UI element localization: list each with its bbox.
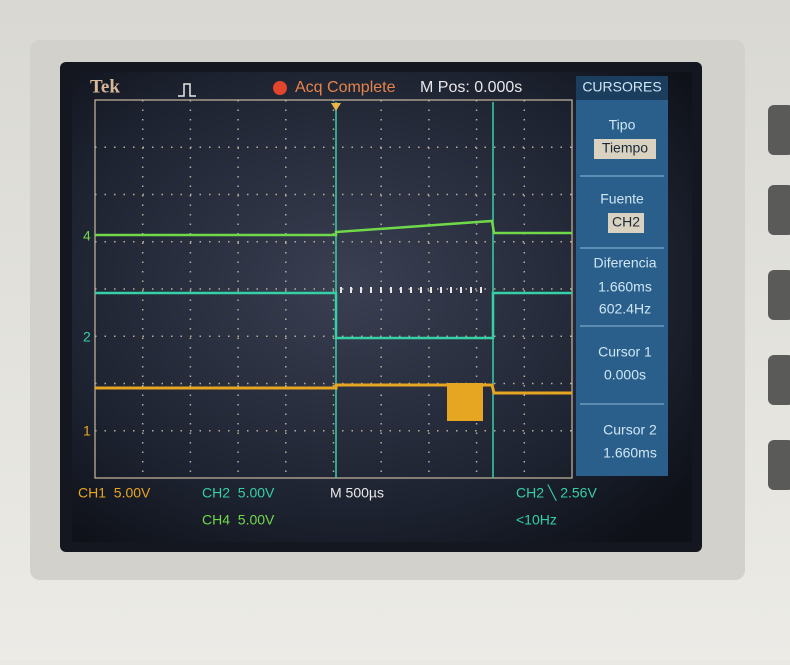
ch1-scale: CH1 5.00V (78, 485, 151, 501)
menu-value: 602.4Hz (599, 301, 651, 317)
menu-value: CH2 (612, 214, 640, 230)
channel-marker: 4 (83, 228, 91, 244)
menu-label: Cursor 2 (603, 422, 657, 438)
menu-label: Fuente (600, 191, 644, 207)
channel-marker: 2 (83, 329, 91, 345)
trigger-level: CH2 ╲ 2.56V (516, 485, 597, 502)
brand: Tek (90, 76, 120, 97)
menu-value: 1.660ms (603, 445, 657, 461)
run-indicator (273, 81, 287, 95)
ch2-scale: CH2 5.00V (202, 485, 275, 501)
timebase: M 500µs (330, 485, 384, 501)
menu-title: CURSORES (582, 79, 661, 95)
menu-button[interactable] (768, 105, 790, 155)
menu-button[interactable] (768, 440, 790, 490)
ch1-burst (447, 383, 483, 421)
menu-label: Diferencia (593, 255, 656, 271)
ch4-scale: CH4 5.00V (202, 512, 275, 528)
horizontal-position: M Pos: 0.000s (420, 79, 522, 96)
menu-value: Tiempo (602, 140, 648, 156)
channel-marker: 1 (83, 423, 91, 439)
menu-button[interactable] (768, 185, 790, 235)
menu-label: Tipo (609, 117, 636, 133)
trigger-frequency: <10Hz (516, 512, 557, 528)
menu-label: Cursor 1 (598, 344, 652, 360)
cursor-menu: CURSORES Tipo Tiempo Fuente CH2 Diferenc… (576, 76, 668, 476)
acquisition-status: Acq Complete (295, 79, 396, 96)
menu-button[interactable] (768, 270, 790, 320)
page: Tek Acq Complete M Pos: 0.000s 4 2 1 CUR… (0, 0, 790, 660)
menu-panel (576, 76, 668, 476)
oscilloscope-photo: Tek Acq Complete M Pos: 0.000s 4 2 1 CUR… (0, 0, 790, 660)
menu-button[interactable] (768, 355, 790, 405)
menu-value: 0.000s (604, 367, 646, 383)
menu-value: 1.660ms (598, 279, 652, 295)
